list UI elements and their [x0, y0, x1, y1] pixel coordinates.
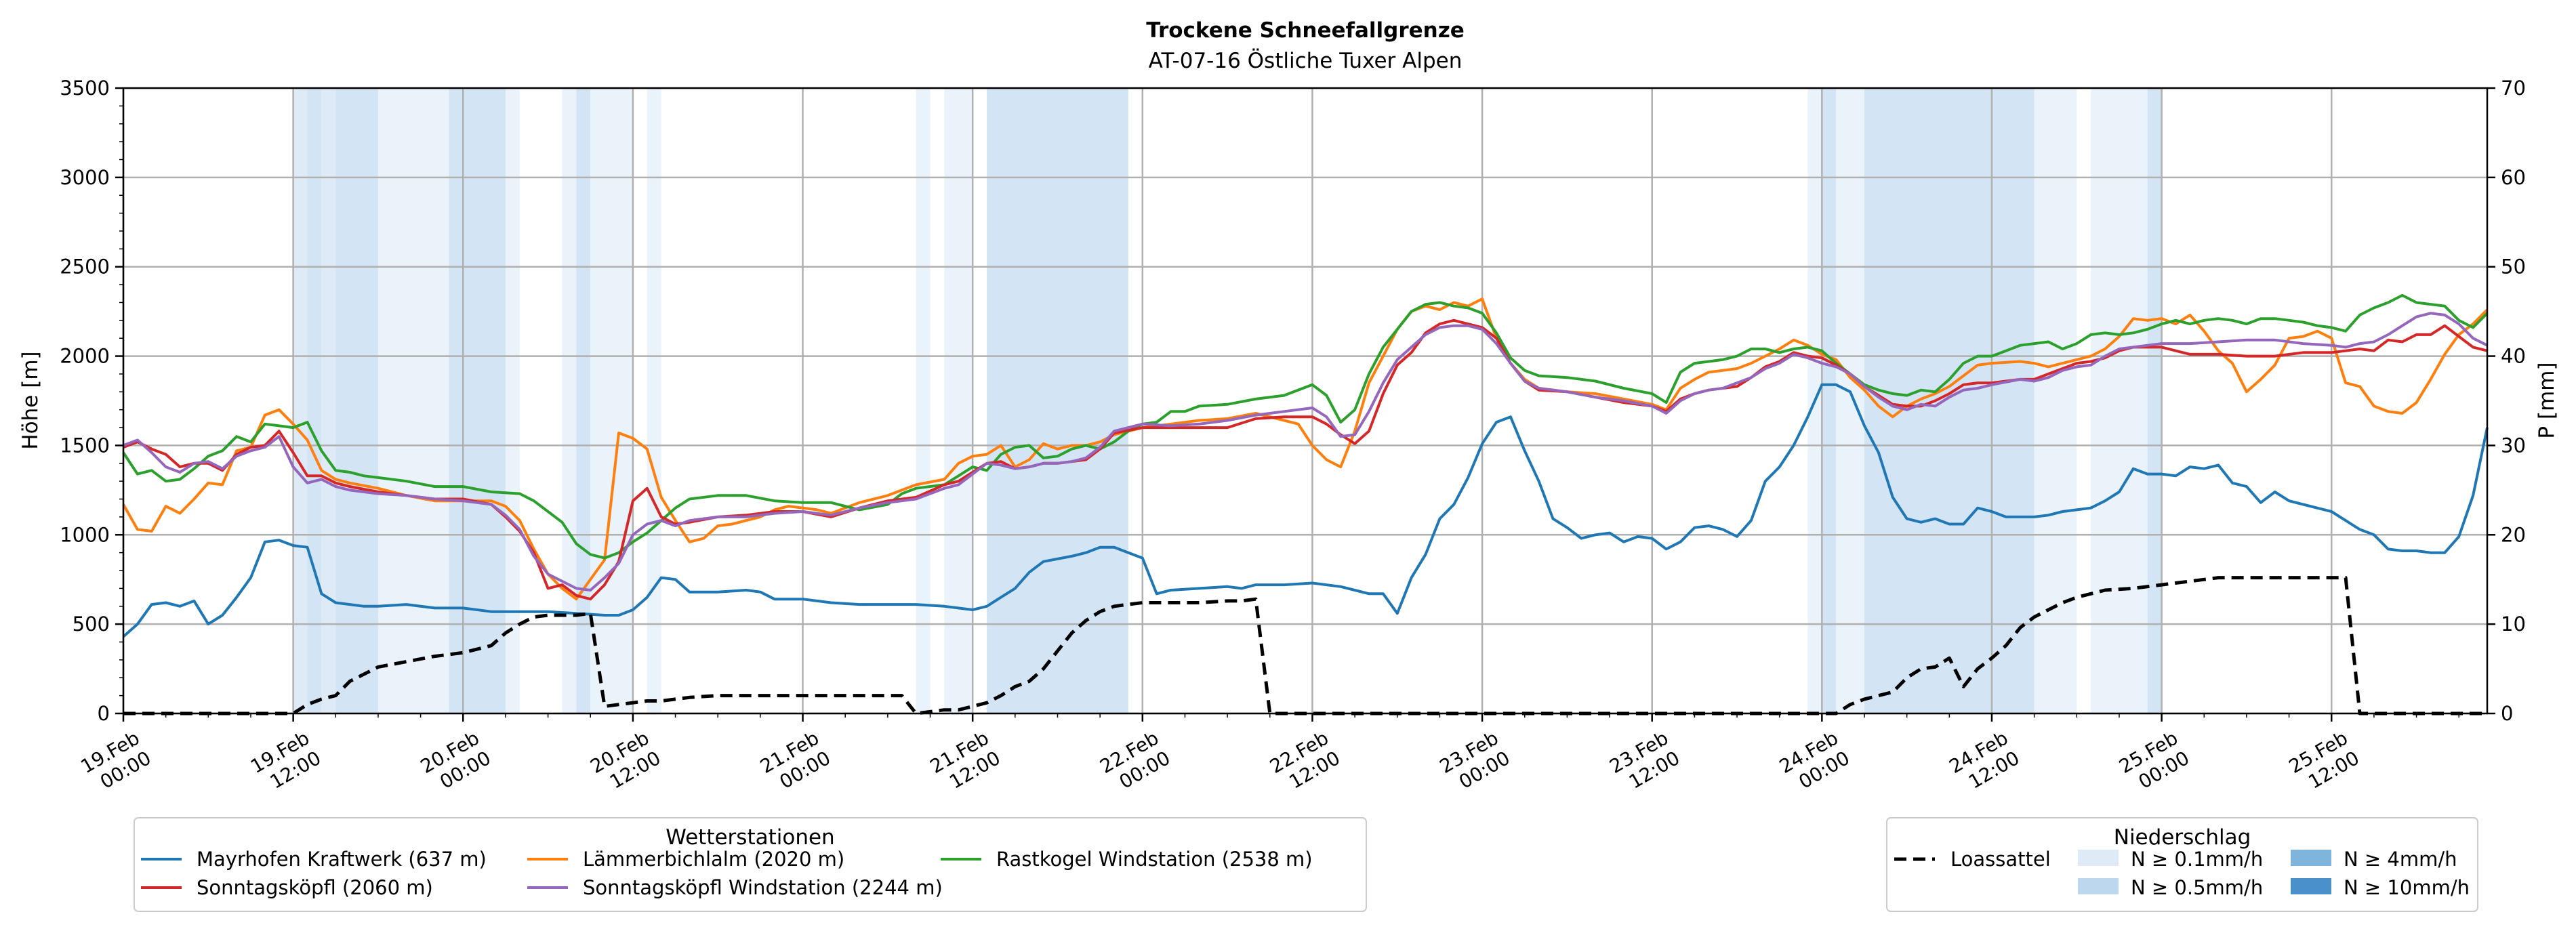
y2-tick-label-4: 40: [2501, 345, 2526, 368]
legend-precip-swatch-3: [2291, 878, 2331, 894]
x-tick-label-0: 19.Feb00:00: [77, 726, 155, 797]
y-tick-label-2: 1000: [60, 523, 110, 546]
precip-band-20: [2147, 88, 2162, 713]
legend-precip-label-3: N ≥ 10mm/h: [2344, 876, 2470, 899]
x-tick-label-3: 20.Feb12:00: [586, 726, 664, 797]
x-tick-label-9: 23.Feb12:00: [1606, 726, 1683, 797]
legend-precip-swatch-1: [2078, 878, 2119, 894]
precip-band-13: [987, 88, 1128, 713]
precip-band-4: [377, 88, 449, 713]
precip-band-3: [335, 88, 378, 713]
x-tick-label-4: 21.Feb00:00: [756, 726, 834, 797]
precip-band-9: [590, 88, 633, 713]
y-tick-label-6: 3000: [60, 166, 110, 189]
plot-frame: [122, 87, 2489, 715]
precip-band-11: [916, 88, 931, 713]
y2-tick-label-7: 70: [2501, 77, 2526, 100]
x-tick-label-8: 23.Feb00:00: [1436, 726, 1514, 797]
series-line-0: [122, 383, 2489, 638]
precip-band-0: [293, 88, 308, 713]
series-line-2: [122, 293, 2489, 560]
legend-loassattel-label: Loassattel: [1950, 848, 2051, 871]
legend-stations-box: [134, 817, 1367, 912]
precip-band-6: [505, 88, 520, 713]
precip-band-15: [1822, 88, 1837, 713]
legend-precip-title: Niederschlag: [2114, 825, 2251, 850]
legend-station-label-4: Sonntagsköpfl Windstation (2244 m): [583, 876, 943, 899]
y-tick-label-1: 500: [73, 613, 110, 636]
legend-station-label-0: Mayrhofen Kraftwerk (637 m): [197, 848, 487, 871]
x-tick-label-13: 25.Feb12:00: [2285, 726, 2363, 797]
legend-station-label-2: Rastkogel Windstation (2538 m): [996, 848, 1313, 871]
x-tick-label-2: 20.Feb00:00: [417, 726, 495, 797]
y-tick-label-5: 2500: [60, 255, 110, 278]
legend-precip-label-2: N ≥ 4mm/h: [2344, 848, 2457, 871]
precip-band-5: [449, 88, 506, 713]
y2-tick-label-3: 30: [2501, 434, 2526, 457]
precip-band-10: [647, 88, 661, 713]
precip-band-7: [562, 88, 577, 713]
x-tick-label-1: 19.Feb12:00: [247, 726, 325, 797]
x-tick-label-5: 21.Feb12:00: [926, 726, 1004, 797]
loassattel-line: [123, 576, 2487, 716]
y-tick-label-0: 0: [98, 702, 110, 725]
y2-tick-label-0: 0: [2501, 702, 2513, 725]
legend-stations-title: Wetterstationen: [666, 825, 834, 850]
precip-band-18: [2034, 88, 2077, 713]
chart-title: Trockene Schneefallgrenze: [1146, 18, 1465, 43]
legend-precip-label-1: N ≥ 0.5mm/h: [2131, 876, 2263, 899]
precip-band-2: [321, 88, 336, 713]
y2-axis-label: P [mm]: [2535, 362, 2559, 438]
precip-band-17: [1864, 88, 2035, 713]
y2-tick-label-6: 60: [2501, 166, 2526, 189]
precip-band-8: [576, 88, 591, 713]
legend-station-label-3: Sonntagsköpfl (2060 m): [197, 876, 433, 899]
precip-band-16: [1836, 88, 1865, 713]
precip-bands: [293, 88, 2162, 713]
y-tick-label-4: 2000: [60, 345, 110, 368]
precip-band-19: [2091, 88, 2148, 713]
legend-precip-swatch-0: [2078, 850, 2119, 866]
precip-band-12: [944, 88, 973, 713]
y2-tick-label-5: 50: [2501, 255, 2526, 278]
x-tick-label-10: 24.Feb00:00: [1776, 726, 1854, 797]
x-tick-label-7: 22.Feb12:00: [1266, 726, 1344, 797]
series-line-4: [123, 312, 2488, 592]
x-tick-label-12: 25.Feb00:00: [2115, 726, 2193, 797]
precip-band-1: [307, 88, 322, 713]
legend-precip-swatch-2: [2291, 850, 2331, 866]
legend-stations: Wetterstationen Mayrhofen Kraftwerk (637…: [134, 817, 1367, 912]
y-tick-label-7: 3500: [60, 77, 110, 100]
y-tick-label-3: 1500: [60, 434, 110, 457]
y2-tick-label-1: 10: [2501, 613, 2526, 636]
chart-subtitle: AT-07-16 Östliche Tuxer Alpen: [1149, 48, 1463, 73]
x-tick-label-6: 22.Feb00:00: [1096, 726, 1174, 797]
series-lines: [122, 293, 2489, 716]
series-line-1: [122, 297, 2489, 601]
legend-station-label-1: Lämmerbichlalm (2020 m): [583, 848, 844, 871]
legend-precip-label-0: N ≥ 0.1mm/h: [2131, 848, 2263, 871]
y-axis-label: Höhe [m]: [18, 351, 43, 449]
legend-precip: Niederschlag Loassattel N ≥ 0.1mm/h N ≥ 0.…: [1886, 817, 2478, 912]
x-tick-label-11: 24.Feb12:00: [1945, 726, 2023, 797]
y2-tick-label-2: 20: [2501, 523, 2526, 546]
